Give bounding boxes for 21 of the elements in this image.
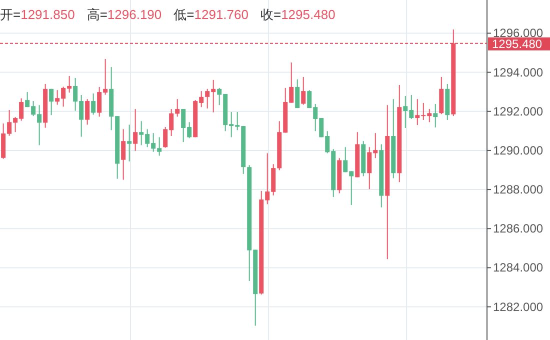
candlestick bbox=[133, 108, 138, 152]
candlestick bbox=[295, 78, 300, 109]
annotation: 高=1296.190 bbox=[86, 7, 162, 22]
candlestick bbox=[49, 88, 54, 116]
candlestick bbox=[175, 98, 180, 118]
candlestick bbox=[301, 76, 306, 106]
candlestick bbox=[91, 92, 96, 116]
y-tick-label: 1286.000 bbox=[493, 222, 544, 236]
candlestick bbox=[127, 124, 132, 162]
y-tick-label: 1294.000 bbox=[493, 65, 544, 80]
annotation: 收=1295.480 bbox=[260, 7, 336, 22]
y-tick-label: 1292.000 bbox=[493, 104, 544, 118]
y-tick-label: 1284.000 bbox=[493, 260, 544, 275]
y-tick-label: 1288.000 bbox=[493, 182, 544, 197]
candlestick bbox=[85, 98, 90, 126]
y-tick-label: 1290.000 bbox=[493, 143, 544, 158]
candlestick bbox=[121, 128, 126, 180]
annotation: 低=1291.760 bbox=[174, 7, 248, 22]
candlestick bbox=[433, 103, 438, 128]
annotation: 开=1291.850 bbox=[0, 7, 75, 22]
y-tick-label: 1282.000 bbox=[493, 300, 544, 314]
